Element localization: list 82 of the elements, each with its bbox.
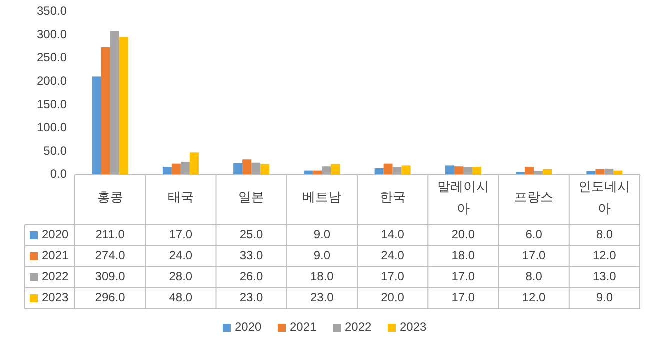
x-tick-label: 홍콩 <box>97 189 124 204</box>
bar <box>172 164 181 175</box>
data-label: 23.0 <box>240 290 264 305</box>
legend-label: 2022 <box>42 270 70 284</box>
y-tick-label: 0.0 <box>50 167 68 182</box>
data-label: 33.0 <box>240 248 264 263</box>
text: 2021 <box>290 320 317 334</box>
data-label: 18.0 <box>310 270 334 284</box>
legend-label: 2020 <box>42 228 70 242</box>
y-tick-label: 200.0 <box>36 74 68 88</box>
y-tick-label: 300.0 <box>36 27 68 42</box>
x-tick-label: 베트남 <box>302 189 342 204</box>
x-tick-label: 한국 <box>380 189 406 204</box>
bar <box>604 168 614 175</box>
data-label: 26.0 <box>240 270 264 284</box>
x-tick-label: 태국 <box>168 189 194 204</box>
bar <box>119 37 128 175</box>
bar <box>374 168 384 175</box>
bar <box>445 166 454 175</box>
bar <box>402 166 411 175</box>
data-label: 13.0 <box>593 270 617 284</box>
data-label: 274.0 <box>95 248 126 263</box>
data-label: 296.0 <box>95 290 126 305</box>
data-label: 23.0 <box>310 290 334 305</box>
data-label: 17.0 <box>452 290 476 305</box>
bar <box>392 167 402 175</box>
bar <box>101 47 110 175</box>
bar <box>190 152 199 175</box>
x-tick-label: 말레이시아 <box>437 179 490 216</box>
y-tick-label: 350.0 <box>36 4 68 18</box>
data-label: 309.0 <box>95 270 126 284</box>
data-label: 48.0 <box>169 290 193 305</box>
legend-label: 2023 <box>42 290 70 305</box>
data-label: 24.0 <box>381 248 405 263</box>
bar <box>234 163 243 175</box>
data-label: 8.0 <box>526 270 543 284</box>
legend-label: 2021 <box>42 248 70 263</box>
data-label: 28.0 <box>169 270 193 284</box>
bar <box>454 166 464 175</box>
bar <box>322 166 332 175</box>
data-label: 12.0 <box>593 248 617 263</box>
bar <box>543 169 552 175</box>
bar <box>525 167 534 175</box>
data-label: 6.0 <box>526 228 543 242</box>
y-tick-label: 50.0 <box>44 144 68 158</box>
x-tick-label: 일본 <box>238 189 265 204</box>
bar <box>472 167 482 175</box>
y-tick-label: 150.0 <box>36 97 68 112</box>
bar <box>92 76 102 175</box>
data-label: 14.0 <box>381 228 405 242</box>
x-tick-label: 인도네시아 <box>578 179 631 216</box>
bar <box>110 31 120 175</box>
data-label: 9.0 <box>314 228 331 242</box>
bar <box>596 169 605 175</box>
y-tick-label: 100.0 <box>36 120 68 135</box>
data-label: 8.0 <box>596 228 614 242</box>
bar <box>242 160 252 175</box>
data-label: 25.0 <box>240 228 264 242</box>
data-label: 17.0 <box>452 270 476 284</box>
bar <box>180 162 190 175</box>
text: 2020 <box>235 320 262 334</box>
data-label: 24.0 <box>169 248 193 263</box>
data-label: 17.0 <box>381 270 405 284</box>
bar <box>260 164 270 175</box>
text: 2023 <box>400 320 427 334</box>
y-tick-label: 250.0 <box>36 50 68 65</box>
text: 2022 <box>345 320 372 334</box>
bar <box>463 167 472 175</box>
data-label: 9.0 <box>314 248 331 263</box>
bar <box>384 164 393 175</box>
data-label: 17.0 <box>522 248 546 263</box>
data-label: 20.0 <box>452 228 476 242</box>
data-label: 20.0 <box>381 290 405 305</box>
bar <box>331 164 340 175</box>
data-label: 12.0 <box>522 290 546 305</box>
data-label: 18.0 <box>452 248 476 263</box>
bar <box>252 162 261 175</box>
bar <box>162 167 172 175</box>
x-tick-label: 프랑스 <box>514 189 554 204</box>
data-label: 9.0 <box>596 290 614 305</box>
data-label: 17.0 <box>169 228 193 242</box>
data-label: 211.0 <box>96 228 126 242</box>
